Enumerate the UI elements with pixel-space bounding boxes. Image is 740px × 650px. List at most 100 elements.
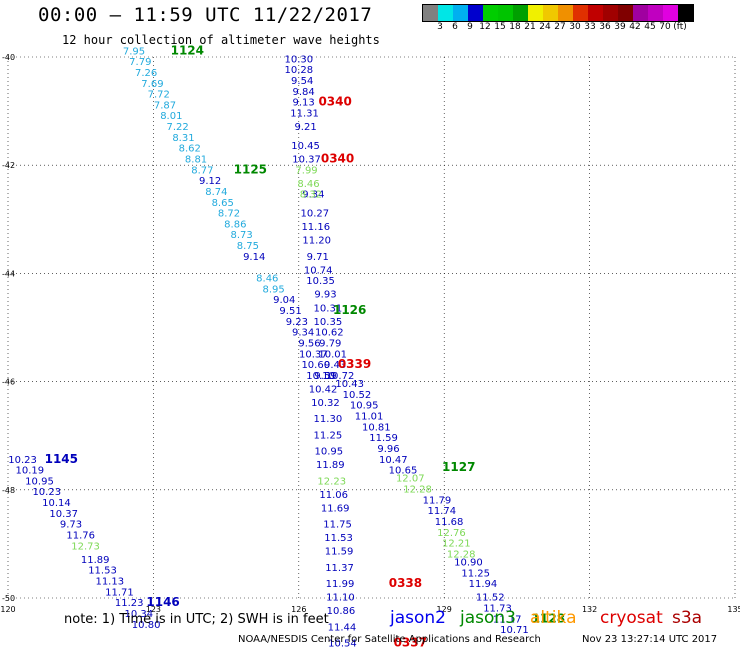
color-scale-label: 12 [479, 22, 491, 32]
wave-height-value: 9.79 [319, 338, 341, 349]
wave-height-value: 8.65 [212, 198, 234, 209]
wave-height-value: 11.17 [493, 614, 522, 625]
wave-height-value: 10.71 [500, 625, 529, 636]
wave-height-labels: 7.957.797.267.697.727.878.017.228.318.62… [8, 43, 565, 649]
wave-height-value: 11.79 [423, 495, 452, 506]
color-swatch-9 [558, 5, 573, 21]
wave-height-value: 10.95 [315, 447, 344, 458]
color-scale-label: 18 [509, 22, 521, 32]
wave-height-value: 8.77 [191, 165, 213, 176]
wave-height-value: 11.01 [355, 411, 384, 422]
x-tick-label: 126 [291, 605, 306, 614]
wave-height-value: 9.56 [298, 338, 320, 349]
pass-time-label: 0340 [321, 151, 354, 165]
pass-time-label: 0340 [318, 95, 351, 109]
wave-height-value: 10.32 [311, 398, 340, 409]
wave-height-value: 11.23 [115, 598, 144, 609]
wave-height-value: 7.95 [123, 46, 145, 57]
wave-height-value: 11.25 [314, 430, 343, 441]
wave-height-value: 8.01 [160, 111, 182, 122]
wave-height-value: 8.73 [230, 230, 252, 241]
color-scale-label: (ft) [673, 22, 687, 32]
wave-height-value: 8.74 [205, 187, 227, 198]
wave-height-value: 10.86 [327, 606, 356, 617]
map-title: 00:00 – 11:59 UTC 11/22/2017 [38, 4, 373, 26]
wave-height-value: 11.74 [427, 506, 456, 517]
color-scale-label: 33 [584, 22, 596, 32]
wave-height-value: 8.32 [300, 190, 322, 201]
color-swatch-17 [678, 5, 693, 21]
wave-height-value: 10.47 [379, 455, 408, 466]
wave-height-value: 10.42 [309, 384, 338, 395]
wave-height-value: 11.59 [325, 547, 354, 558]
wave-height-value: 9.04 [273, 295, 295, 306]
map-grid [7, 56, 736, 599]
wave-height-value: 9.34 [292, 328, 314, 339]
wave-height-value: 9.21 [294, 122, 316, 133]
wave-height-value: 10.28 [284, 65, 313, 76]
x-tick-label: 120 [0, 605, 15, 614]
color-scale-label: 27 [554, 22, 566, 32]
wave-height-value: 10.65 [389, 466, 418, 477]
wave-height-value: 10.74 [304, 265, 333, 276]
wave-height-value: 9.51 [279, 306, 301, 317]
pass-time-label: 1128 [532, 611, 565, 625]
wave-height-value: 10.90 [454, 558, 483, 569]
wave-height-value: 11.52 [476, 593, 505, 604]
wave-height-value: 8.62 [179, 144, 201, 155]
color-swatch-12 [603, 5, 618, 21]
wave-height-value: 11.89 [81, 555, 110, 566]
wave-height-value: 9.12 [199, 176, 221, 187]
y-tick-label: -50 [2, 594, 15, 603]
wave-height-value: 7.79 [129, 57, 151, 68]
wave-height-value: 7.26 [135, 68, 157, 79]
y-tick-label: -40 [2, 53, 15, 62]
wave-height-value: 11.69 [321, 503, 350, 514]
color-scale-label: 30 [569, 22, 581, 32]
wave-height-value: 8.75 [237, 241, 259, 252]
wave-height-value: 10.34 [125, 609, 154, 620]
wave-height-value: 10.45 [291, 141, 320, 152]
map-subtitle: 12 hour collection of altimeter wave hei… [62, 33, 380, 47]
wave-height-value: 10.35 [314, 317, 343, 328]
wave-height-value: 9.93 [314, 290, 336, 301]
wave-height-value: 11.10 [326, 593, 355, 604]
color-swatch-4 [483, 5, 498, 21]
wave-height-value: 10.95 [350, 401, 379, 412]
color-scale-label: 42 [629, 22, 641, 32]
wave-height-value: 8.86 [224, 219, 246, 230]
wave-height-value: 9.13 [293, 98, 315, 109]
wave-height-value: 8.46 [256, 274, 278, 285]
color-scale-label: 70 [659, 22, 671, 32]
color-swatch-8 [543, 5, 558, 21]
wave-height-value: 11.53 [88, 566, 117, 577]
axis-ticks: 120 123 126 129 132 135 -40 -42 -44 -46 -48 -50 [0, 53, 740, 614]
wave-height-value: 10.95 [25, 476, 54, 487]
wave-height-value: 11.20 [302, 236, 331, 247]
color-scale-label: 15 [494, 22, 506, 32]
color-swatch-0 [423, 5, 438, 21]
wave-height-value: 8.72 [218, 209, 240, 220]
color-swatch-15 [648, 5, 663, 21]
wave-height-value: 11.68 [435, 517, 464, 528]
wave-height-value: 10.52 [343, 390, 372, 401]
wave-height-value: 11.31 [290, 109, 319, 120]
y-tick-label: -44 [2, 269, 15, 278]
wave-height-value: 9.59 [314, 371, 336, 382]
pass-time-label: 1146 [146, 595, 179, 609]
wave-height-value: 10.43 [335, 379, 364, 390]
wave-height-value: 9.34 [302, 190, 324, 201]
wave-height-value: 12.73 [71, 541, 100, 552]
wave-height-value: 7.72 [148, 90, 170, 101]
wave-height-value: 10.10 [306, 371, 335, 382]
wave-height-value: 10.72 [326, 371, 355, 382]
wave-height-value: 10.14 [42, 498, 71, 509]
satellite-jason3: jason3 [460, 608, 516, 628]
wave-height-value: 10.80 [132, 620, 161, 631]
pass-time-label: 0338 [389, 576, 422, 590]
x-tick-label: 129 [437, 605, 452, 614]
y-tick-label: -46 [2, 378, 15, 387]
credit-line: NOAA/NESDIS Center for Satellite Applica… [238, 634, 541, 645]
wave-height-value: 11.99 [326, 579, 355, 590]
